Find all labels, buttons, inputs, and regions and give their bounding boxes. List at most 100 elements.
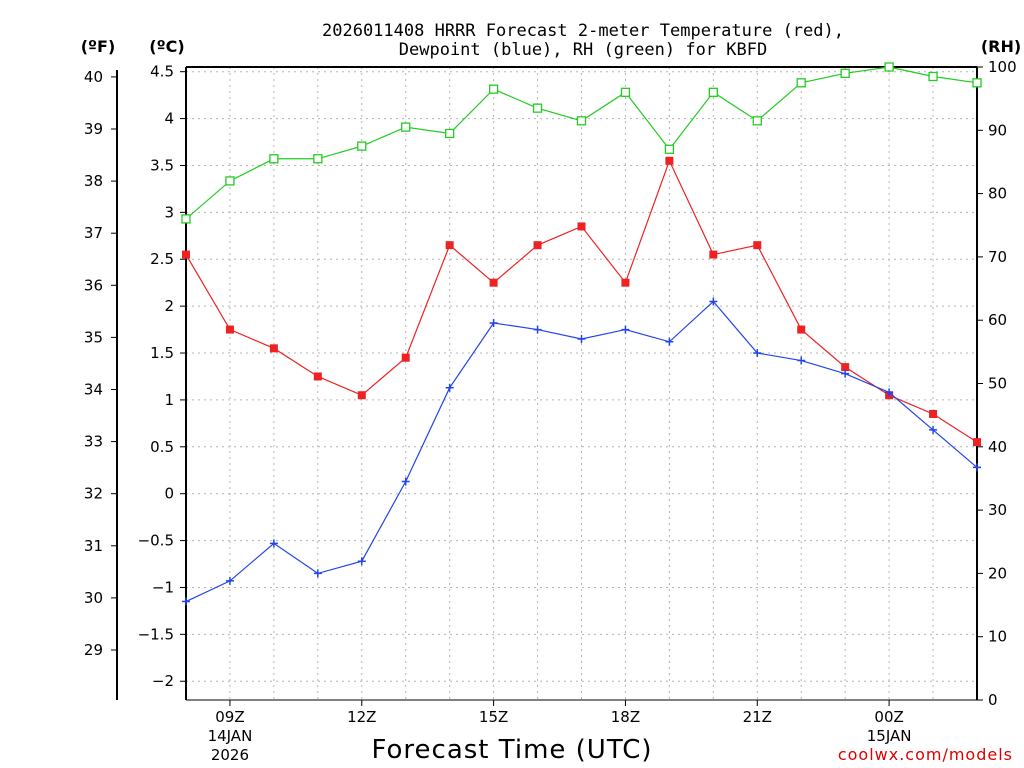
dewpoint-point (665, 337, 674, 346)
temperature-point (665, 156, 674, 165)
celsius-tick-label: 4 (164, 110, 174, 128)
fahrenheit-tick-label: 30 (84, 589, 103, 607)
temperature-point (445, 241, 454, 250)
dewpoint-point (313, 569, 322, 578)
rh-line (185, 66, 978, 220)
fahrenheit-tick-label: 36 (84, 276, 103, 294)
rh-point (752, 116, 762, 126)
x-tick-label: 18Z (611, 708, 640, 726)
fahrenheit-tick-label: 33 (84, 433, 103, 451)
x-tick-label: 00Z (874, 708, 903, 726)
rh-point (181, 214, 191, 224)
dewpoint-point (401, 477, 410, 486)
dewpoint-point (885, 388, 894, 397)
temperature-point (269, 344, 278, 353)
celsius-tick-label: 0.5 (150, 438, 174, 456)
dewpoint-point (797, 356, 806, 365)
rh-point (796, 78, 806, 88)
chart-title-line2: Dewpoint (blue), RH (green) for KBFD (399, 40, 767, 60)
x-axis-label: Forecast Time (UTC) (371, 735, 652, 765)
x-tick-date: 14JAN (208, 727, 253, 745)
dewpoint-point (182, 597, 190, 606)
celsius-tick-label: −1 (152, 578, 174, 596)
rh-point (840, 68, 850, 78)
credit-text: coolwx.com/models (838, 745, 1013, 764)
y-axis-fahrenheit-label: (ºF) (81, 37, 116, 56)
temperature-point (489, 278, 498, 287)
rh-tick-label: 40 (988, 438, 1007, 456)
rh-tick-label: 0 (988, 691, 998, 709)
dewpoint-point (753, 349, 762, 358)
x-tick-label: 15Z (479, 708, 508, 726)
dewpoint-point (357, 557, 366, 566)
chart-title-line1: 2026011408 HRRR Forecast 2-meter Tempera… (322, 21, 844, 41)
series (181, 62, 982, 606)
rh-point (576, 116, 587, 126)
celsius-tick-label: −2 (152, 672, 174, 690)
celsius-tick-label: −1.5 (138, 625, 174, 643)
rh-point (664, 144, 675, 154)
rh-tick-label: 80 (988, 185, 1007, 203)
temperature-point (357, 391, 366, 400)
temperature-point (313, 372, 322, 381)
dewpoint-point (841, 369, 850, 378)
rh-point (928, 71, 938, 82)
fahrenheit-tick-label: 31 (84, 537, 103, 555)
celsius-tick-label: 2 (164, 297, 174, 315)
dewpoint-point (577, 334, 586, 343)
temperature-point (709, 250, 718, 259)
temperature-point (841, 363, 850, 372)
dewpoint-point (929, 425, 938, 434)
fahrenheit-tick-label: 40 (84, 68, 103, 86)
rh-point (225, 176, 235, 186)
rh-tick-label: 30 (988, 501, 1007, 519)
temperature-point (621, 278, 630, 287)
rh-point (269, 154, 279, 164)
celsius-tick-label: −0.5 (138, 532, 174, 550)
dewpoint-point (489, 319, 498, 328)
dewpoint-point (973, 463, 981, 472)
y-axis-celsius-label: (ºC) (149, 37, 184, 56)
rh-tick-label: 50 (988, 375, 1007, 393)
rh-point (708, 87, 718, 97)
rh-point (620, 87, 631, 97)
dewpoint-point (533, 325, 542, 334)
dewpoint-point (445, 383, 454, 392)
celsius-tick-label: 3 (164, 203, 174, 221)
celsius-tick-label: 2.5 (150, 250, 174, 268)
rh-point (357, 141, 367, 151)
temperature-point (929, 409, 938, 418)
rh-point (401, 122, 411, 132)
fahrenheit-tick-label: 38 (84, 172, 103, 190)
rh-tick-label: 100 (988, 58, 1017, 76)
fahrenheit-tick-label: 39 (84, 120, 103, 138)
rh-tick-label: 10 (988, 628, 1007, 646)
fahrenheit-tick-label: 34 (84, 380, 103, 398)
dewpoint-point (269, 539, 278, 548)
celsius-tick-label: 1.5 (150, 344, 174, 362)
rh-tick-label: 90 (988, 121, 1007, 139)
temperature-point (533, 241, 542, 250)
x-tick-label: 21Z (743, 708, 772, 726)
x-tick-date: 15JAN (867, 727, 912, 745)
x-tick-year: 2026 (211, 746, 249, 764)
temperature-point (225, 325, 234, 334)
rh-point (972, 78, 982, 88)
tick-labels: 40 39 38 37 36 35 34 33 32 31 30 29 4.5 4 3.5 3 2.5 2 1.5 1… (84, 58, 1017, 764)
temperature-point (577, 222, 586, 231)
fahrenheit-tick-label: 32 (84, 485, 103, 503)
temperature-point (973, 438, 981, 447)
dewpoint-point (621, 325, 630, 334)
axes (111, 66, 983, 706)
x-tick-label: 09Z (215, 708, 244, 726)
celsius-tick-label: 3.5 (150, 156, 174, 174)
celsius-tick-label: 1 (164, 391, 174, 409)
fahrenheit-tick-label: 37 (84, 224, 103, 242)
rh-point (445, 128, 455, 139)
rh-point (884, 62, 894, 72)
fahrenheit-tick-label: 35 (84, 328, 103, 346)
rh-tick-label: 60 (988, 311, 1007, 329)
temperature-point (753, 241, 762, 250)
celsius-tick-label: 4.5 (150, 63, 174, 81)
